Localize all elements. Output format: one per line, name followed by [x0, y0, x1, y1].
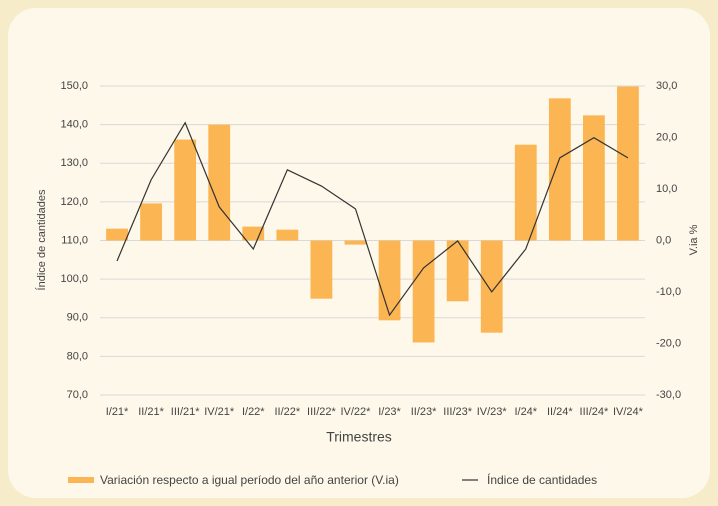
bar: [140, 203, 162, 241]
bar: [617, 86, 639, 241]
x-tick-label: IV/24*: [613, 406, 644, 418]
y2-tick-label: 30,0: [656, 80, 677, 92]
y-tick-label: 90,0: [67, 312, 88, 324]
x-tick-label: III/23*: [443, 406, 472, 418]
legend-label: Variación respecto a igual período del a…: [100, 473, 399, 487]
x-axis-title: Trimestres: [326, 429, 392, 445]
x-tick-label: III/24*: [580, 406, 609, 418]
y-axis-title: Índice de cantidades: [35, 189, 48, 290]
x-tick-label: II/22*: [275, 406, 301, 418]
x-tick-label: II/21*: [138, 406, 164, 418]
x-tick-label: III/21*: [171, 406, 200, 418]
x-tick-label: II/24*: [547, 406, 573, 418]
bar: [310, 240, 333, 299]
y-tick-label: 100,0: [60, 273, 88, 285]
x-tick-label: II/23*: [411, 406, 437, 418]
y-tick-label: 80,0: [67, 350, 88, 362]
y-tick-label: 140,0: [60, 119, 88, 131]
x-tick-label: IV/21*: [204, 406, 235, 418]
y-tick-label: 120,0: [60, 196, 88, 208]
y2-axis-title: V.ia %: [688, 224, 700, 255]
x-tick-label: IV/23*: [477, 406, 508, 418]
x-tick-label: I/23*: [378, 406, 401, 418]
y-tick-label: 70,0: [67, 389, 88, 401]
bar: [378, 240, 401, 321]
bar: [276, 229, 299, 241]
legend-swatch: [68, 477, 94, 483]
y2-tick-label: -10,0: [656, 286, 681, 298]
bar: [446, 240, 469, 302]
x-tick-label: III/22*: [307, 406, 336, 418]
bar: [174, 139, 197, 241]
y-tick-label: 130,0: [60, 157, 88, 169]
y2-tick-label: -30,0: [656, 389, 681, 401]
y2-tick-label: -20,0: [656, 337, 681, 349]
bar: [106, 228, 128, 241]
x-tick-label: IV/22*: [340, 406, 371, 418]
bar: [583, 115, 605, 241]
line: [116, 121, 629, 317]
bar: [412, 240, 435, 343]
y2-tick-label: 20,0: [656, 131, 677, 143]
bar: [548, 98, 571, 241]
x-tick-label: I/22*: [242, 406, 265, 418]
bar: [242, 226, 265, 241]
bar: [344, 240, 367, 245]
y-tick-label: 150,0: [60, 80, 88, 92]
y2-tick-label: 0,0: [656, 234, 671, 246]
x-tick-label: I/21*: [106, 406, 129, 418]
legend-label: Índice de cantidades: [487, 472, 597, 487]
bar: [208, 124, 231, 241]
y-tick-label: 110,0: [61, 234, 88, 246]
bar: [514, 144, 537, 241]
y2-tick-label: 10,0: [656, 183, 677, 195]
bar: [480, 240, 503, 333]
x-tick-label: I/24*: [514, 406, 537, 418]
panel: [8, 8, 710, 498]
